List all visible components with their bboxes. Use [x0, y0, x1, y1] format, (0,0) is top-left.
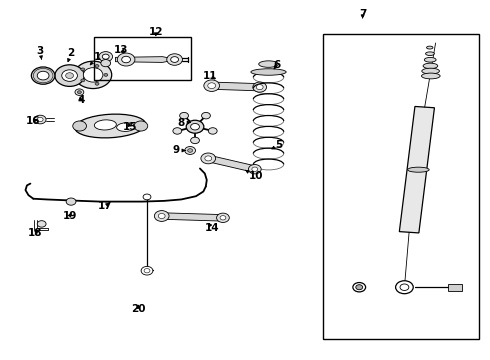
Ellipse shape: [426, 52, 435, 55]
Circle shape: [356, 285, 363, 290]
Polygon shape: [399, 107, 435, 233]
Circle shape: [180, 112, 189, 119]
Text: 16: 16: [26, 116, 41, 126]
Circle shape: [37, 221, 46, 227]
Circle shape: [66, 198, 76, 205]
Ellipse shape: [421, 73, 440, 79]
Circle shape: [66, 73, 74, 78]
Circle shape: [62, 70, 77, 81]
Circle shape: [99, 51, 113, 62]
Circle shape: [252, 167, 258, 171]
Ellipse shape: [422, 68, 440, 74]
Circle shape: [141, 266, 153, 275]
Circle shape: [188, 149, 193, 152]
Ellipse shape: [424, 58, 436, 62]
Circle shape: [208, 128, 217, 134]
Circle shape: [31, 67, 55, 84]
Circle shape: [220, 216, 226, 220]
Text: 17: 17: [98, 201, 113, 211]
Circle shape: [256, 85, 263, 90]
Circle shape: [185, 147, 196, 154]
Circle shape: [395, 281, 413, 294]
Circle shape: [158, 213, 165, 219]
Circle shape: [102, 54, 109, 59]
Circle shape: [81, 68, 85, 71]
Ellipse shape: [75, 114, 146, 138]
Ellipse shape: [95, 120, 116, 130]
Circle shape: [134, 121, 148, 131]
Circle shape: [117, 53, 135, 66]
Circle shape: [104, 73, 108, 76]
Circle shape: [173, 128, 182, 134]
Circle shape: [400, 284, 409, 291]
Text: 3: 3: [37, 46, 44, 59]
Circle shape: [217, 213, 229, 222]
Ellipse shape: [408, 167, 429, 172]
Circle shape: [205, 156, 212, 161]
Polygon shape: [116, 57, 170, 62]
Ellipse shape: [427, 46, 433, 49]
Circle shape: [37, 71, 49, 80]
Circle shape: [171, 57, 178, 62]
Circle shape: [95, 64, 99, 67]
Circle shape: [186, 120, 204, 133]
Circle shape: [101, 59, 111, 67]
Ellipse shape: [251, 69, 286, 75]
Ellipse shape: [117, 123, 135, 131]
Text: 2: 2: [68, 48, 74, 62]
Text: 8: 8: [178, 118, 191, 128]
Circle shape: [248, 165, 261, 174]
Bar: [323, 34, 479, 339]
Text: 20: 20: [131, 304, 146, 314]
Text: 9: 9: [173, 145, 186, 156]
Circle shape: [83, 68, 103, 82]
Circle shape: [144, 269, 150, 273]
Circle shape: [201, 112, 210, 119]
Circle shape: [122, 56, 130, 63]
Circle shape: [167, 54, 182, 65]
Circle shape: [34, 115, 46, 124]
Circle shape: [143, 194, 151, 200]
Circle shape: [204, 80, 220, 91]
Text: 5: 5: [272, 140, 283, 150]
Circle shape: [208, 83, 216, 89]
Text: 12: 12: [148, 27, 163, 37]
Circle shape: [191, 123, 199, 130]
Polygon shape: [162, 213, 223, 221]
Polygon shape: [212, 82, 260, 91]
Circle shape: [253, 82, 267, 92]
Circle shape: [55, 65, 84, 86]
Circle shape: [95, 82, 99, 85]
Text: 14: 14: [204, 222, 219, 233]
Circle shape: [201, 153, 216, 164]
Circle shape: [77, 91, 81, 94]
Polygon shape: [207, 155, 256, 172]
Circle shape: [73, 121, 87, 131]
Text: 11: 11: [202, 71, 217, 81]
Circle shape: [191, 137, 199, 144]
Text: 7: 7: [359, 9, 367, 19]
Circle shape: [74, 61, 112, 89]
Circle shape: [37, 117, 43, 122]
Circle shape: [154, 211, 169, 221]
Text: 19: 19: [62, 211, 77, 221]
Text: 1: 1: [90, 52, 100, 65]
Circle shape: [353, 283, 366, 292]
Ellipse shape: [259, 61, 278, 67]
Ellipse shape: [423, 63, 438, 69]
Text: 15: 15: [122, 122, 137, 132]
Circle shape: [75, 89, 84, 95]
Text: 10: 10: [245, 170, 263, 181]
Text: 6: 6: [273, 60, 280, 70]
Text: 4: 4: [77, 95, 85, 105]
Bar: [94, 37, 191, 80]
Text: 18: 18: [28, 228, 43, 238]
Text: 13: 13: [114, 45, 129, 55]
Bar: [448, 284, 462, 291]
Circle shape: [81, 79, 85, 82]
